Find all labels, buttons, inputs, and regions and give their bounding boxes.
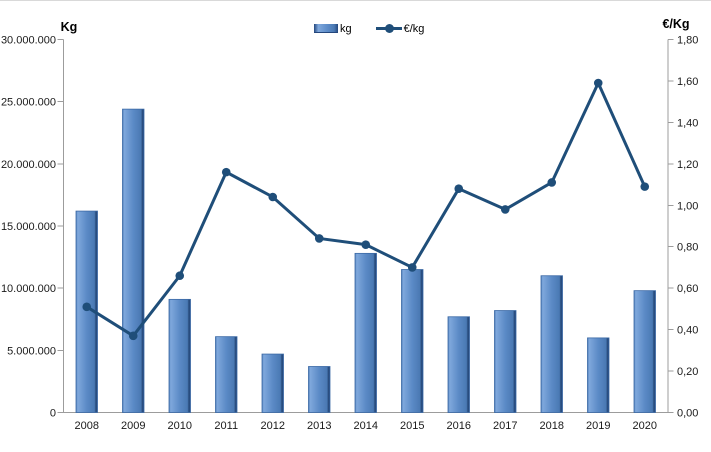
left-axis-tick-label: 20.000.000 [1,159,56,171]
price-marker-2020 [640,182,650,191]
left-axis-tick-label: 10.000.000 [1,283,56,295]
price-marker-2019 [593,78,603,88]
right-axis-tick-label: 1,80 [677,35,698,47]
x-axis-label-2018: 2018 [540,420,564,432]
price-marker-2012 [268,192,278,202]
right-axis-unit-label: €/Kg [662,17,690,31]
price-marker-2009 [128,331,138,341]
right-axis-tick-label: 0,00 [677,408,698,420]
legend-item-eur-per-kg: €/kg [352,22,425,35]
bar-2013 [308,366,331,413]
x-axis-label-2009: 2009 [121,420,145,432]
x-axis-label-2013: 2013 [307,420,331,432]
price-marker-2017 [500,205,510,214]
line-series-swatch-icon [375,24,402,33]
left-axis-tick-label: 30.000.000 [1,35,56,47]
bar-2015 [401,269,424,413]
right-axis-tick-label: 1,60 [677,76,698,88]
price-marker-2011 [221,167,231,177]
right-axis-tick-label: 0,20 [677,366,698,378]
bar-2016 [447,316,470,413]
left-axis-tick-label: 0 [50,408,56,420]
price-marker-2008 [82,302,92,312]
right-axis-tick-label: 0,60 [677,283,698,295]
x-axis-label-2020: 2020 [633,420,657,432]
bar-2018 [540,275,563,413]
price-marker-2014 [361,240,371,249]
right-axis-tick-label: 0,40 [677,325,698,337]
chart-legend: kg €/kg [314,22,424,35]
bar-2014 [354,252,377,413]
left-axis-tick-label: 5.000.000 [7,345,56,357]
x-axis-label-2015: 2015 [400,420,424,432]
left-axis-tick-label: 25.000.000 [1,97,56,109]
price-marker-2015 [407,263,417,272]
x-axis-label-2008: 2008 [75,420,99,432]
x-axis-label-2014: 2014 [354,420,378,432]
x-axis-label-2017: 2017 [493,420,517,432]
bar-series-swatch-icon [314,24,338,33]
legend-label-eur-per-kg: €/kg [403,22,425,35]
x-axis-label-2019: 2019 [586,420,610,432]
price-marker-2010 [175,271,185,281]
legend-item-kg: kg [314,23,352,35]
right-axis-tick-label: 0,80 [677,242,698,254]
left-axis-tick-label: 15.000.000 [1,221,56,233]
price-marker-2013 [314,234,324,243]
x-axis-label-2011: 2011 [214,420,238,432]
right-axis-tick-label: 1,40 [677,117,698,129]
bar-2009 [122,108,145,413]
x-axis-label-2012: 2012 [261,420,285,432]
x-axis-label-2016: 2016 [447,420,471,432]
legend-label-kg: kg [340,22,352,35]
left-axis-unit-label: Kg [60,20,78,34]
right-axis-tick-label: 1,00 [677,200,698,212]
bar-2020 [633,290,656,413]
bar-2012 [261,353,284,413]
price-marker-2018 [547,178,557,187]
x-axis-label-2010: 2010 [168,420,192,432]
bar-2011 [215,336,238,413]
right-axis-tick-label: 1,20 [677,159,698,171]
price-marker-2016 [454,184,464,193]
bar-2019 [587,337,610,413]
bar-2010 [168,298,191,413]
bar-2017 [494,310,517,413]
